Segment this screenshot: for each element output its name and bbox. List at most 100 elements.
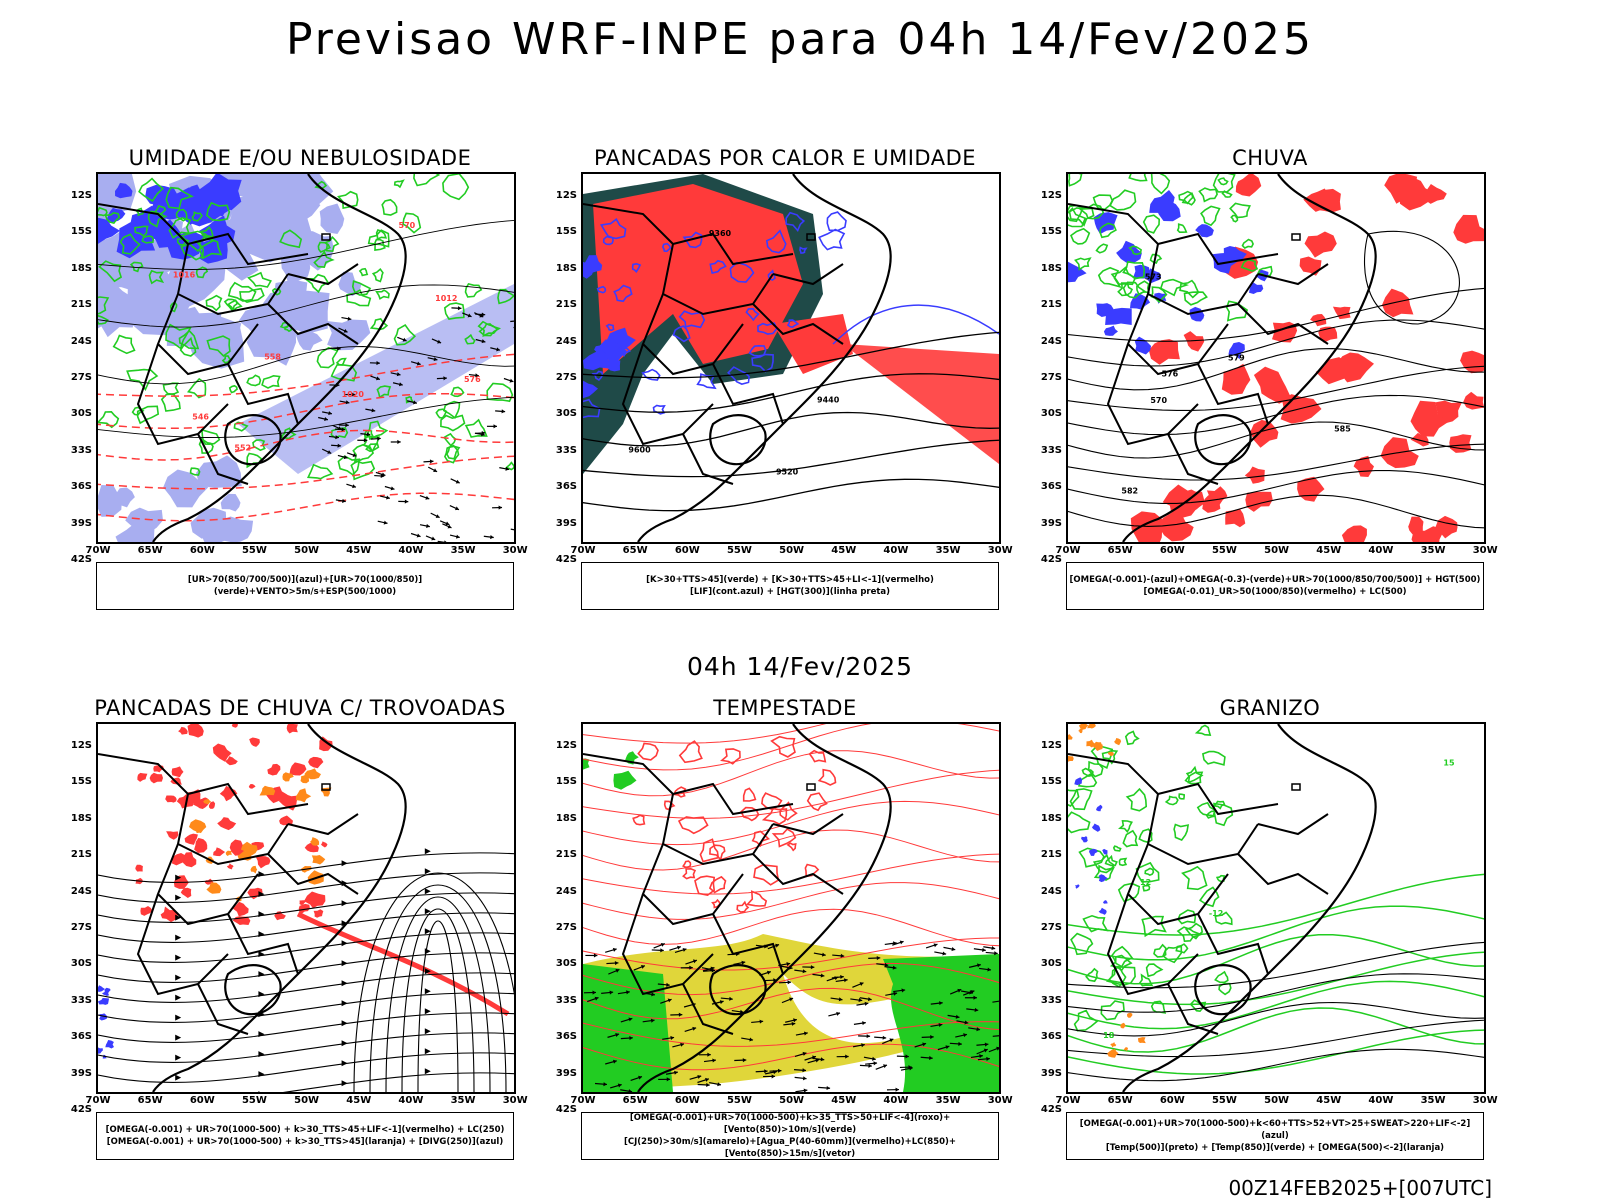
- lon-tick-label: 70W: [85, 1095, 111, 1106]
- low-level-humidity-contour: [112, 334, 136, 355]
- wind-vector-850: [810, 965, 815, 970]
- low-level-humidity-contour: [227, 281, 257, 302]
- country-border: [197, 983, 249, 1035]
- lon-tick-label: 65W: [1107, 545, 1133, 556]
- map-canvas: [583, 724, 999, 1092]
- thunderstorm-red-area: [208, 801, 216, 809]
- wind-vector: [416, 361, 421, 366]
- precipitable-water-contour: [745, 890, 768, 907]
- wind-vector-850: [670, 1035, 675, 1041]
- precipitable-water-contour: [808, 749, 827, 763]
- streamline-250: [424, 908, 431, 915]
- wind-vector: [431, 536, 436, 541]
- low-level-humidity-contour: [178, 329, 200, 350]
- lon-tick-label: 35W: [935, 1095, 961, 1106]
- lon-tick-label: 55W: [1211, 545, 1237, 556]
- temp850-contour: [1087, 760, 1104, 778]
- streamline-250: [341, 960, 348, 967]
- coastline: [152, 724, 407, 1092]
- thunderstorm-red-area: [225, 756, 238, 766]
- rain-red-area: [1158, 512, 1194, 542]
- wind-vector-850: [697, 1074, 702, 1079]
- low-level-humidity-contour: [316, 346, 339, 369]
- panel-title: PANCADAS POR CALOR E UMIDADE: [593, 146, 977, 170]
- thunderstorm-red-area: [212, 743, 232, 762]
- omega-blue-area: [1068, 261, 1087, 283]
- country-border: [267, 853, 359, 895]
- low-level-humidity-contour: [221, 355, 232, 364]
- lat-tick-label: 30S: [1040, 408, 1062, 420]
- lat-tick-label: 24S: [1040, 335, 1062, 347]
- temp850-contour: [1185, 765, 1204, 784]
- wind-vector-850: [594, 996, 599, 1001]
- omega-green-contour: [1149, 253, 1163, 264]
- wind-vector-850: [992, 1000, 999, 1003]
- temp850-contour: [1162, 945, 1183, 964]
- uruguay-border: [224, 964, 282, 1016]
- lon-tick-label: 55W: [726, 1095, 752, 1106]
- low-level-humidity-contour: [206, 335, 231, 357]
- country-border: [1167, 983, 1219, 1035]
- wind-vector-850: [838, 997, 843, 1002]
- low-level-humidity-contour: [440, 414, 466, 432]
- streamline-850: [583, 987, 999, 1031]
- lat-tick-label: 15S: [555, 226, 577, 238]
- humidity-mid-shading: [295, 330, 323, 351]
- omega500-orange-area: [1078, 728, 1083, 734]
- wind-vector: [510, 528, 514, 531]
- streamline-250: [175, 954, 182, 961]
- omega-green-contour: [1178, 190, 1194, 205]
- lon-axis: 70W 65W 60W 55W 50W 45W 40W 35W 30W: [1056, 1095, 1498, 1109]
- wind850-green-area: [883, 954, 999, 1092]
- lat-tick-label: 12S: [1040, 740, 1062, 751]
- thunderstorm-red-area: [304, 891, 326, 909]
- low-level-humidity-contour: [350, 460, 376, 481]
- hgt500-contour: [1068, 319, 1484, 367]
- contour-label: 546: [192, 412, 209, 421]
- temp850-contour: [1078, 847, 1105, 868]
- low-level-humidity-contour: [162, 382, 180, 396]
- low-level-humidity-contour: [442, 174, 470, 201]
- wind-vector: [481, 339, 486, 344]
- precipitable-water-contour: [761, 807, 788, 826]
- lon-tick-label: 50W: [779, 545, 805, 556]
- rain-red-area: [1221, 363, 1251, 395]
- lon-tick-label: 45W: [831, 545, 857, 556]
- hail-blue-area: [1075, 884, 1080, 889]
- lat-tick-label: 33S: [555, 444, 577, 456]
- wind-vector-850: [802, 969, 807, 974]
- temp-label: 12: [1140, 878, 1151, 887]
- thunderstorm-red-area: [233, 901, 249, 917]
- omega-blue-area: [1195, 224, 1214, 238]
- uruguay-border: [709, 964, 767, 1016]
- wind-vector-850: [802, 1068, 806, 1073]
- hail-blue-area: [1091, 823, 1101, 832]
- panel-umidade: UMIDADE E/OU NEBULOSIDADE 12S 15S 18S 21S 24…: [60, 146, 540, 616]
- country-border: [1237, 303, 1329, 345]
- streamline-850: [583, 908, 999, 947]
- low-level-humidity-contour: [191, 211, 203, 222]
- precipitable-water-contour: [740, 806, 760, 822]
- precipitable-water-contour: [682, 860, 692, 869]
- omega-green-contour: [1240, 258, 1259, 272]
- lon-tick-label: 65W: [137, 1095, 163, 1106]
- country-border: [641, 843, 744, 926]
- thickness-contour: [98, 455, 514, 490]
- wind-vector: [397, 439, 401, 445]
- panel-pancadas-calor: PANCADAS POR CALOR E UMIDADE 12S 15S 18S 21…: [545, 146, 1025, 616]
- country-border: [661, 243, 774, 316]
- omega-green-contour: [1128, 245, 1142, 256]
- lat-tick-label: 39S: [70, 1067, 92, 1079]
- wind-vector-850: [984, 1042, 989, 1047]
- hail-blue-area: [1103, 900, 1108, 904]
- lat-tick-label: 30S: [70, 408, 92, 420]
- wind850-green-area: [613, 770, 637, 790]
- wind-vector-850: [991, 946, 996, 951]
- omega500-orange-area: [1110, 1042, 1117, 1048]
- lat-tick-label: 18S: [70, 262, 92, 274]
- omega-green-contour: [1078, 203, 1105, 220]
- precipitable-water-contour: [720, 748, 741, 765]
- streamline-250: [353, 872, 514, 1092]
- low-level-humidity-contour: [176, 236, 191, 246]
- lif-contour: [826, 211, 847, 232]
